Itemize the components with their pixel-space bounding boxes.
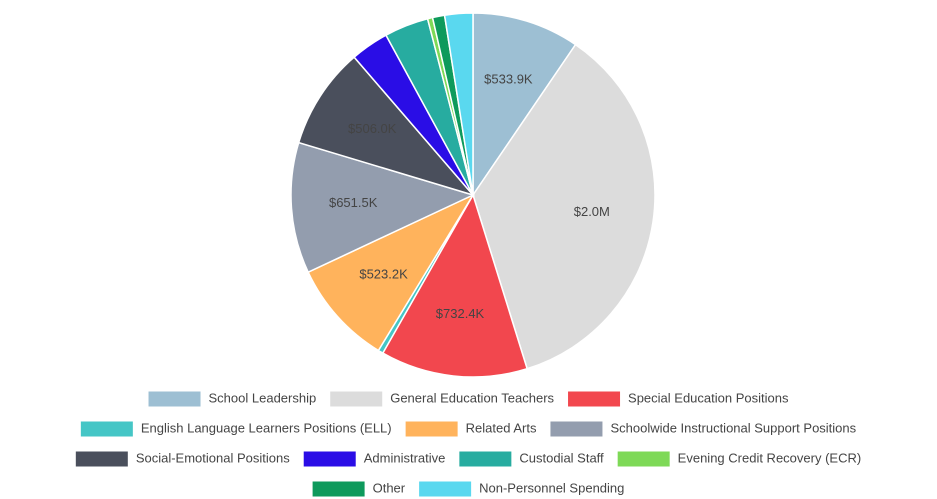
pie-slice	[297, 56, 476, 197]
pie-slice	[472, 43, 656, 370]
data-label: $523.2K	[359, 267, 408, 282]
legend-swatch	[405, 421, 458, 437]
legend-swatch	[419, 481, 472, 497]
legend-swatch	[80, 421, 133, 437]
legend-label: Evening Credit Recovery (ECR)	[678, 450, 862, 465]
legend-swatch	[148, 391, 201, 407]
pie-slice	[381, 193, 529, 378]
data-label: $2.0M	[574, 204, 610, 219]
data-label: $651.5K	[329, 195, 378, 210]
legend-label: General Education Teachers	[390, 390, 554, 405]
data-label: $732.4K	[436, 306, 485, 321]
legend-swatch	[617, 451, 670, 467]
legend-label: School Leadership	[209, 390, 317, 405]
pie-slice	[290, 141, 476, 274]
legend-swatch	[75, 451, 128, 467]
legend-swatch	[550, 421, 603, 437]
data-label: $506.0K	[348, 121, 397, 136]
legend-label: English Language Learners Positions (ELL…	[141, 420, 392, 435]
legend-label: Custodial Staff	[519, 450, 604, 465]
legend-swatch	[330, 391, 383, 407]
legend-swatch	[568, 391, 621, 407]
legend-label: Administrative	[364, 450, 446, 465]
legend-label: Social-Emotional Positions	[136, 450, 290, 465]
legend-swatch	[303, 451, 356, 467]
pie-slice	[443, 12, 474, 196]
legend-label: Related Arts	[466, 420, 537, 435]
legend-label: Other	[373, 480, 406, 495]
legend-label: Schoolwide Instructional Support Positio…	[610, 420, 856, 435]
legend-swatch	[312, 481, 365, 497]
legend-swatch	[459, 451, 512, 467]
data-label: $533.9K	[484, 72, 533, 87]
legend-label: Non-Personnel Spending	[479, 480, 624, 495]
pie-slice	[307, 193, 475, 352]
pie-slice	[472, 12, 577, 198]
legend-label: Special Education Positions	[628, 390, 789, 405]
